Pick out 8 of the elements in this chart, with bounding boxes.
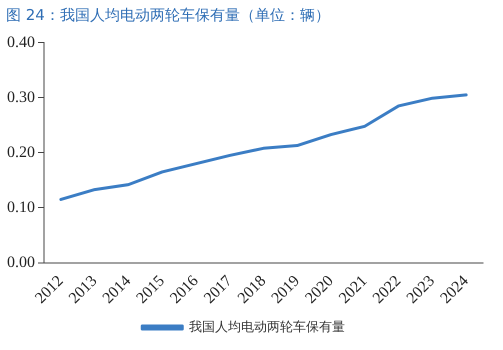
chart-title: 图 24：我国人均电动两轮车保有量（单位：辆）	[5, 5, 331, 26]
x-tick-label: 2021	[336, 272, 371, 308]
y-tick-label: 0.00	[7, 254, 35, 271]
y-tick-label: 0.10	[7, 198, 35, 216]
y-tick-label: 0.40	[7, 34, 35, 51]
legend-label: 我国人均电动两轮车保有量	[188, 320, 345, 335]
y-tick-label: 0.20	[7, 144, 35, 161]
y-tick-label: 0.30	[7, 88, 35, 106]
